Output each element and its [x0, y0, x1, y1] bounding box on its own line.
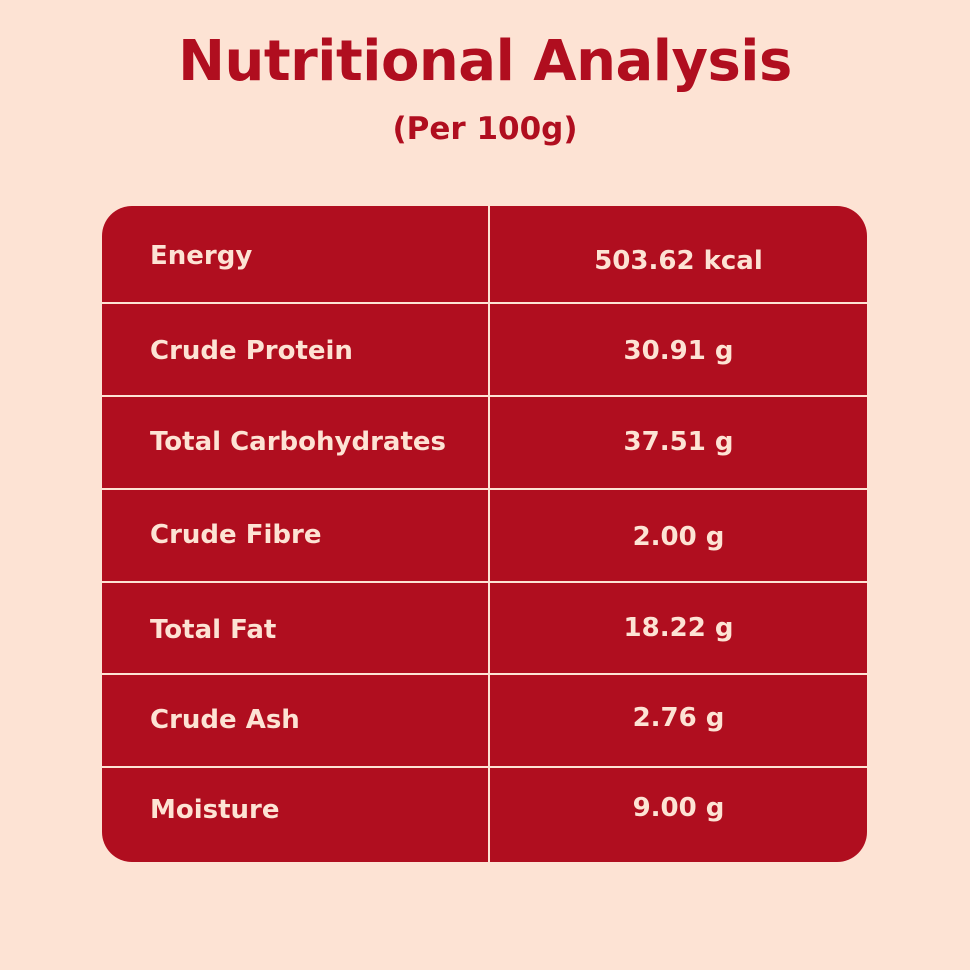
- row-divider: [102, 302, 867, 304]
- column-divider: [488, 206, 490, 862]
- row-value-total-fat: 18.22 g: [623, 613, 734, 643]
- row-value-crude-protein: 30.91 g: [623, 336, 734, 366]
- row-divider: [102, 673, 867, 675]
- row-divider: [102, 488, 867, 490]
- page-title: Nutritional Analysis: [178, 29, 792, 94]
- row-label-energy: Energy: [150, 241, 253, 271]
- row-label-crude-protein: Crude Protein: [150, 336, 353, 366]
- row-label-crude-fibre: Crude Fibre: [150, 520, 322, 550]
- row-value-crude-ash: 2.76 g: [632, 703, 725, 733]
- row-divider: [102, 395, 867, 397]
- row-divider: [102, 581, 867, 583]
- row-label-moisture: Moisture: [150, 795, 280, 825]
- row-label-total-carbohydrates: Total Carbohydrates: [150, 427, 446, 457]
- row-value-crude-fibre: 2.00 g: [632, 522, 725, 552]
- row-label-crude-ash: Crude Ash: [150, 705, 300, 735]
- row-value-moisture: 9.00 g: [632, 793, 725, 823]
- nutrition-table: Energy 503.62 kcal Crude Protein 30.91 g…: [102, 206, 867, 862]
- row-divider: [102, 766, 867, 768]
- row-label-total-fat: Total Fat: [150, 615, 277, 645]
- page-subtitle: (Per 100g): [392, 111, 578, 147]
- row-value-energy: 503.62 kcal: [594, 246, 763, 276]
- row-value-total-carbohydrates: 37.51 g: [623, 427, 734, 457]
